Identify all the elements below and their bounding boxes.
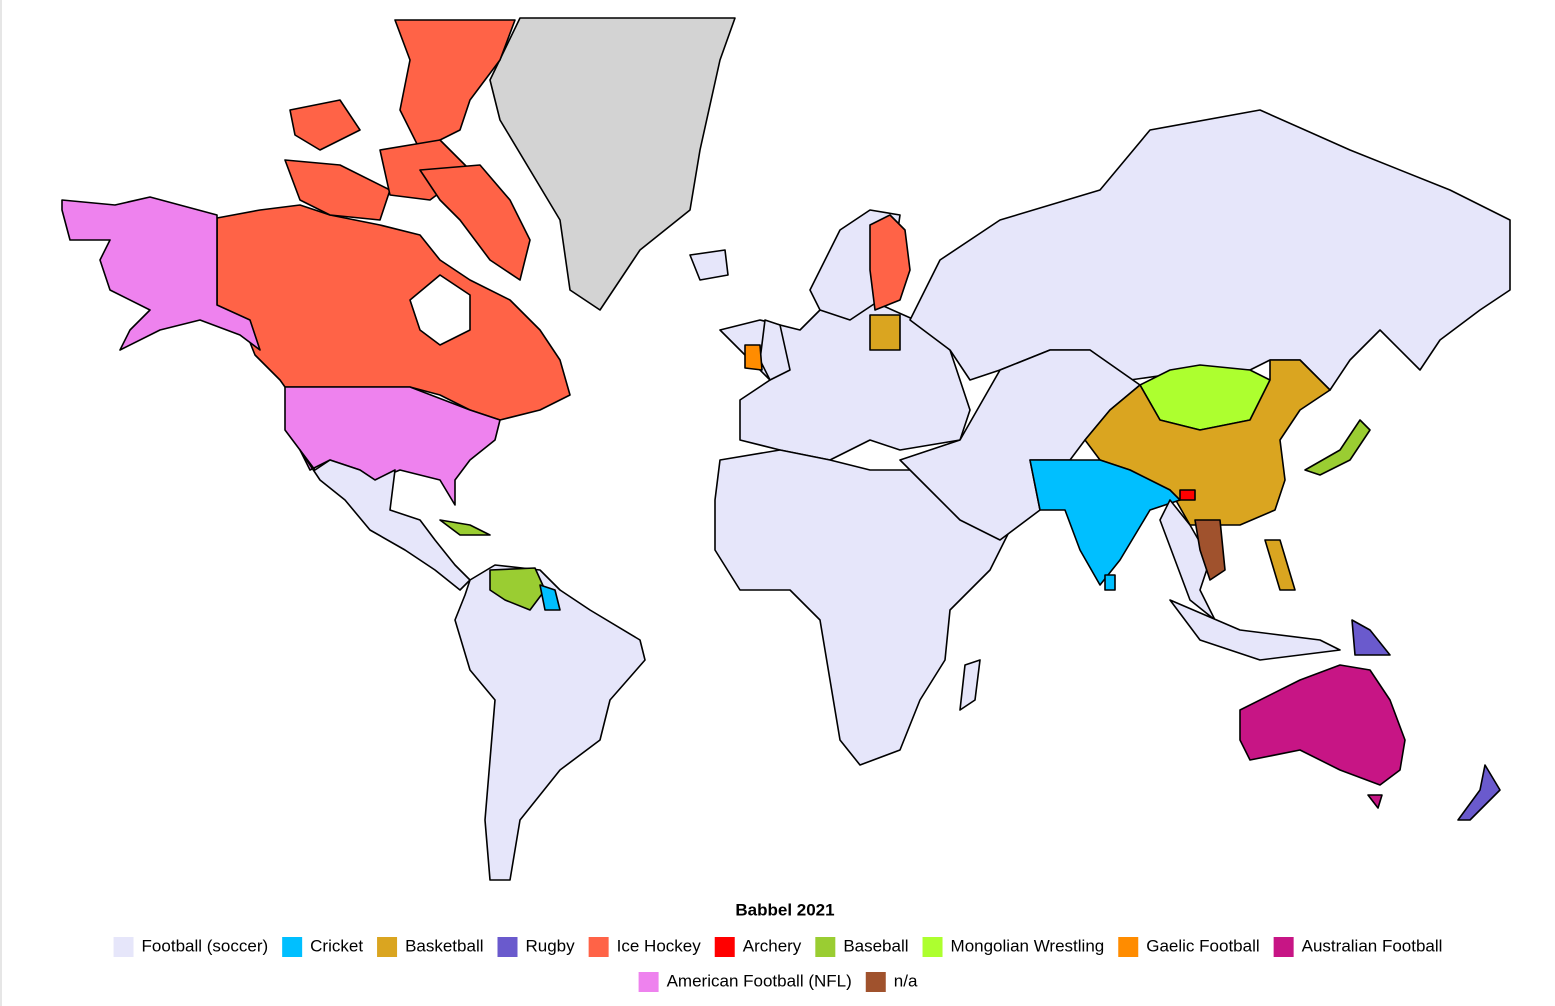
legend-label: Australian Football (1302, 936, 1443, 955)
legend-label: Mongolian Wrestling (951, 936, 1105, 955)
country (1367, 794, 1383, 809)
country (1264, 539, 1296, 591)
country (1179, 489, 1196, 501)
country (1239, 664, 1406, 786)
legend-label: Football (soccer) (142, 936, 269, 955)
legend-label: Archery (743, 936, 802, 955)
legend-label: Gaelic Football (1146, 936, 1259, 955)
country (1104, 574, 1116, 591)
legend-label: Ice Hockey (617, 936, 702, 955)
map-title: Babbel 2021 (735, 900, 834, 919)
legend: Football (soccer) Cricket Basketball Rugby I… (113, 936, 1443, 992)
country (394, 19, 516, 151)
country (284, 386, 501, 506)
country (419, 164, 531, 281)
country (689, 249, 729, 281)
legend-row: Football (soccer) Cricket Basketball Rugby I… (113, 936, 1443, 957)
legend-label: Rugby (526, 936, 576, 955)
country (909, 109, 1511, 391)
legend-swatch (588, 937, 609, 957)
legend-swatch (1273, 937, 1294, 957)
legend-swatch (638, 972, 659, 992)
map-shapes (61, 17, 1511, 881)
country (1029, 459, 1181, 586)
country (61, 196, 261, 351)
country (959, 659, 981, 711)
legend-swatch (113, 937, 134, 957)
greenland (489, 17, 736, 311)
country (289, 99, 361, 151)
legend-label: Baseball (843, 936, 908, 955)
legend-swatch (377, 937, 398, 957)
country (869, 314, 901, 351)
country (869, 214, 911, 311)
country (1169, 599, 1341, 661)
country (284, 159, 391, 221)
country (1304, 419, 1371, 476)
hudson-bay (409, 274, 471, 346)
country (439, 519, 491, 536)
legend-swatch (865, 972, 886, 992)
legend-label: Basketball (405, 936, 483, 955)
country (454, 564, 646, 881)
country (1457, 764, 1501, 821)
legend-swatch (815, 937, 836, 957)
country (1351, 619, 1391, 656)
country (489, 567, 546, 611)
legend-swatch (1118, 937, 1139, 957)
country (744, 344, 763, 371)
legend-swatch (497, 937, 518, 957)
legend-row: American Football (NFL) n/a (638, 971, 918, 992)
country (216, 204, 571, 421)
country (299, 449, 471, 591)
country (539, 584, 561, 611)
legend-label: n/a (894, 971, 918, 990)
legend-label: Cricket (310, 936, 363, 955)
country (1194, 519, 1226, 581)
country (714, 449, 1011, 766)
legend-swatch (922, 937, 943, 957)
legend-label: American Football (NFL) (667, 971, 852, 990)
legend-swatch (282, 937, 303, 957)
legend-swatch (714, 937, 735, 957)
